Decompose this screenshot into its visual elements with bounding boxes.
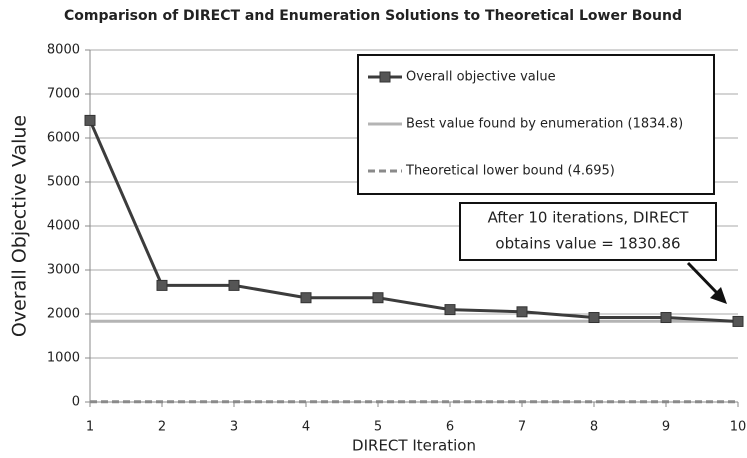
x-tick-label: 3 — [230, 420, 238, 435]
x-tick-label: 8 — [590, 420, 598, 435]
annotation-text: After 10 iterations, DIRECT — [488, 209, 690, 227]
series-line — [88, 119, 739, 323]
y-tick-label: 7000 — [47, 87, 80, 102]
marker — [588, 312, 600, 324]
legend-marker — [379, 71, 391, 83]
marker — [156, 279, 168, 291]
legend-box — [357, 54, 715, 195]
y-tick-label: 3000 — [47, 263, 80, 278]
legend-label: Theoretical lower bound (4.695) — [405, 164, 615, 179]
x-tick-label: 7 — [518, 420, 526, 435]
marker — [516, 306, 528, 318]
marker — [444, 304, 456, 316]
legend-label: Overall objective value — [406, 70, 556, 85]
x-axis-label: DIRECT Iteration — [352, 437, 476, 455]
y-tick-label: 6000 — [47, 131, 80, 146]
annotation-arrowhead — [710, 287, 727, 304]
y-tick-label: 2000 — [47, 307, 80, 322]
y-tick-label: 4000 — [47, 219, 80, 234]
legend-label: Best value found by enumeration (1834.8) — [406, 117, 683, 132]
y-tick-label: 0 — [72, 395, 80, 410]
y-tick-label: 8000 — [47, 43, 80, 58]
x-tick-label: 1 — [86, 420, 94, 435]
marker — [84, 114, 96, 126]
chart-title: Comparison of DIRECT and Enumeration Sol… — [64, 8, 682, 24]
annotation-box — [459, 202, 717, 261]
marker — [372, 292, 384, 304]
x-tick-label: 5 — [374, 420, 382, 435]
x-tick-label: 6 — [446, 420, 454, 435]
marker — [300, 292, 312, 304]
x-tick-label: 10 — [730, 420, 747, 435]
x-tick-label: 4 — [302, 420, 310, 435]
y-axis-label: Overall Objective Value — [9, 115, 31, 337]
annotation-arrow — [686, 261, 720, 296]
marker — [228, 279, 240, 291]
annotation-text: obtains value = 1830.86 — [495, 235, 680, 253]
y-tick-label: 5000 — [47, 175, 80, 190]
marker — [660, 312, 672, 324]
x-tick-label: 2 — [158, 420, 166, 435]
marker — [732, 315, 744, 327]
x-tick-label: 9 — [662, 420, 670, 435]
y-tick-label: 1000 — [47, 351, 80, 366]
